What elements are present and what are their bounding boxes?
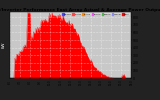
Title: Solar PV/Inverter Performance East Array Actual & Average Power Output: Solar PV/Inverter Performance East Array… <box>0 8 160 12</box>
Legend: WTTTH, FFPAN, LAASP, FCHAV, CHPAV, CTPAN, DATA: WTTTH, FFPAN, LAASP, FCHAV, CHPAV, CTPAN… <box>61 13 130 15</box>
Text: kW: kW <box>2 42 6 48</box>
